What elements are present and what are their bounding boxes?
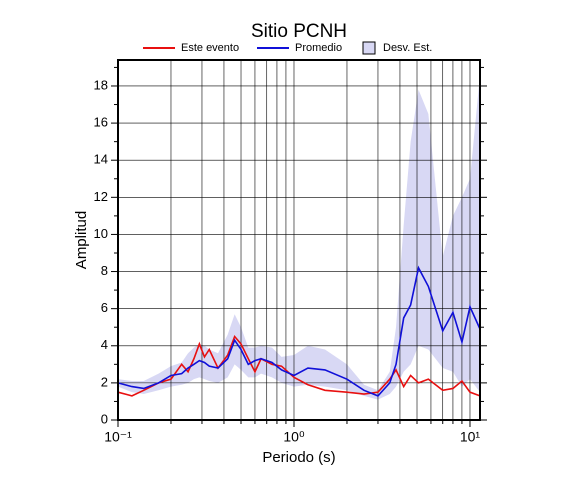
y-tick-label: 14 [94, 152, 108, 167]
x-tick-label: 10⁻¹ [104, 429, 132, 445]
chart-title: Sitio PCNH [251, 21, 347, 42]
y-tick-label: 0 [101, 411, 108, 426]
y-axis-label: Amplitud [73, 211, 90, 269]
x-tick-label: 10⁰ [283, 429, 305, 445]
std-band [118, 74, 480, 400]
plot-frame [117, 59, 481, 421]
x-tick-label: 10¹ [460, 429, 481, 445]
legend-label: Desv. Est. [383, 42, 432, 54]
y-tick-label: 6 [101, 300, 108, 315]
y-tick-label: 16 [94, 115, 108, 130]
series-line [117, 265, 481, 397]
y-tick-label: 4 [101, 337, 108, 352]
y-tick-label: 2 [101, 374, 108, 389]
y-tick-label: 18 [94, 77, 108, 92]
y-tick-label: 12 [94, 189, 108, 204]
series-line [117, 334, 481, 397]
x-axis-label: Periodo (s) [262, 449, 335, 466]
legend-swatch [362, 41, 376, 55]
legend-label: Promedio [295, 42, 342, 54]
legend-label: Este evento [181, 42, 239, 54]
y-tick-label: 10 [94, 226, 108, 241]
y-tick-label: 8 [101, 263, 108, 278]
